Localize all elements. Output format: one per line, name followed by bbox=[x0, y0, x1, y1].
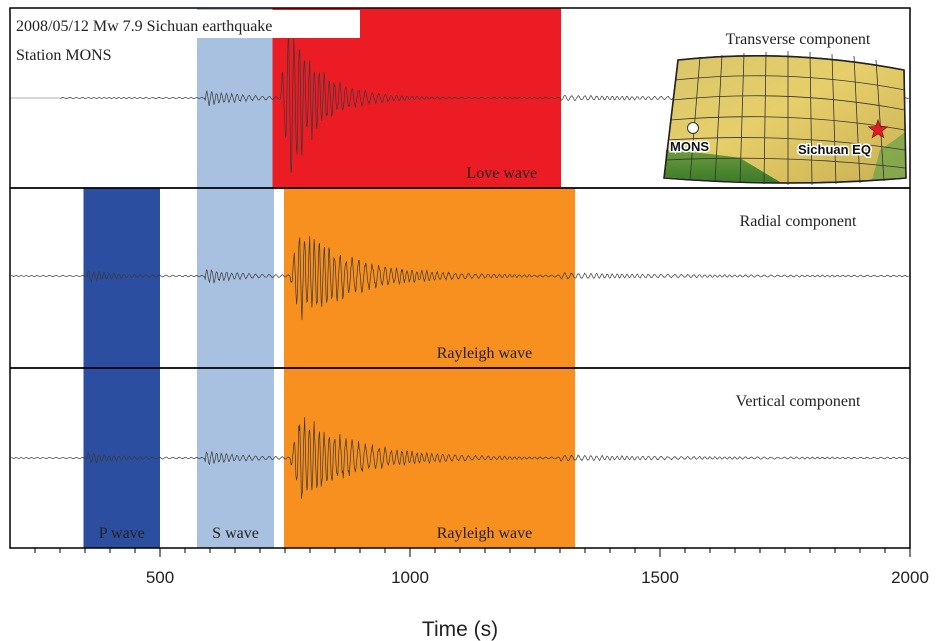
trace-3 bbox=[10, 417, 909, 499]
x-tick-label: 1500 bbox=[641, 568, 679, 587]
band-rayleigh-wave-p2 bbox=[284, 188, 575, 368]
band-label-love-wave-p1: Love wave bbox=[466, 165, 537, 182]
band-rayleigh-wave-p3 bbox=[284, 368, 575, 548]
station-label: MONS bbox=[670, 139, 709, 154]
band-label-p-wave-p3: P wave bbox=[99, 525, 145, 542]
band-label-rayleigh-wave-p2: Rayleigh wave bbox=[437, 345, 533, 362]
map-lowland bbox=[664, 150, 780, 182]
x-axis: 500 1000 1500 2000 bbox=[34, 548, 929, 587]
component-label-1: Transverse component bbox=[726, 31, 871, 48]
title-box bbox=[11, 10, 360, 38]
inset-map: MONS Sichuan EQ bbox=[663, 51, 907, 186]
event-label: Sichuan EQ bbox=[798, 142, 871, 157]
station-marker bbox=[687, 122, 699, 134]
band-s-wave-p2 bbox=[197, 188, 274, 368]
band-label-rayleigh-wave-p3: Rayleigh wave bbox=[437, 525, 533, 542]
chart-title: 2008/05/12 Mw 7.9 Sichuan earthquake bbox=[16, 18, 272, 35]
epicenter-star-icon bbox=[867, 119, 889, 139]
wave-bands bbox=[83, 8, 575, 548]
x-axis-label: Time (s) bbox=[422, 618, 498, 641]
chart-subtitle: Station MONS bbox=[16, 47, 112, 64]
wave-band-labels: Love wave Rayleigh wave P wave S wave Raylei… bbox=[99, 165, 537, 542]
band-label-s-wave-p3: S wave bbox=[212, 525, 259, 542]
component-label-3: Vertical component bbox=[736, 393, 861, 410]
trace-2 bbox=[11, 236, 909, 321]
map-lowland-east bbox=[872, 132, 906, 180]
component-labels: Transverse component Radial component Vert… bbox=[726, 31, 871, 410]
component-label-2: Radial component bbox=[740, 213, 857, 230]
x-tick-label: 1000 bbox=[391, 568, 429, 587]
x-tick-label: 500 bbox=[146, 568, 174, 587]
x-tick-label: 2000 bbox=[891, 568, 929, 587]
